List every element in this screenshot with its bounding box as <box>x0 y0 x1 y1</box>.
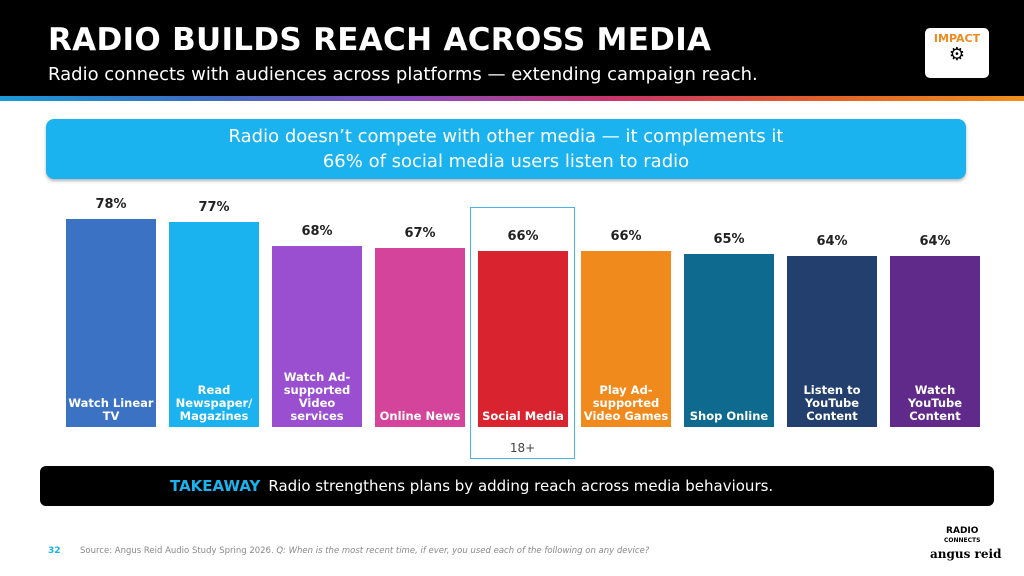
bar-value-label: 64% <box>919 234 951 250</box>
bar-category-label: Shop Online <box>689 408 769 423</box>
bar-category-label: Watch Linear TV <box>68 395 154 423</box>
bar-value-label: 66% <box>507 228 539 244</box>
radio-connects-logo: RADIO CONNECTS <box>944 527 980 545</box>
bar-value-label: 66% <box>610 228 642 244</box>
page-title: RADIO BUILDS REACH ACROSS MEDIA <box>48 22 712 58</box>
callout-line-1: Radio doesn’t compete with other media —… <box>228 126 784 147</box>
bar-category-label: Watch Ad-supported Video services <box>283 369 351 423</box>
bar: Listen to YouTube Content <box>787 256 877 427</box>
highlight-box <box>470 207 575 459</box>
impact-label: IMPACT <box>933 32 981 45</box>
logo-text: RADIO <box>946 526 979 536</box>
takeaway-bar: TAKEAWAY Radio strengthens plans by addin… <box>40 466 994 506</box>
impact-badge: IMPACT ⚙ <box>925 28 989 78</box>
bar-category-label: Read Newspaper/ Magazines <box>175 382 253 423</box>
bar-value-label: 78% <box>95 196 127 212</box>
bar-category-label: Listen to YouTube Content <box>803 382 861 423</box>
angus-reid-logo: angus reid <box>930 547 1002 561</box>
page-subtitle: Radio connects with audiences across pla… <box>48 64 758 85</box>
bar: Online News <box>375 248 465 427</box>
bar: Watch Linear TV <box>66 218 156 427</box>
source-note: Source: Angus Reid Audio Study Spring 20… <box>80 546 649 556</box>
bar: Read Newspaper/ Magazines <box>169 221 259 427</box>
takeaway-label: TAKEAWAY <box>170 477 261 495</box>
callout-box: Radio doesn’t compete with other media —… <box>46 119 966 179</box>
bar: Watch Ad-supported Video services <box>272 245 362 427</box>
gradient-stripe <box>0 96 1024 101</box>
bar-value-label: 65% <box>713 231 745 247</box>
bar: Watch YouTube Content <box>890 256 980 427</box>
bar-category-label: Social Media <box>482 408 564 423</box>
bar-category-label: Play Ad-supported Video Games <box>583 382 669 423</box>
bar: Social Media <box>478 250 568 427</box>
source-question: Q: When is the most recent time, if ever… <box>276 546 650 556</box>
bar-category-label: Watch YouTube Content <box>907 382 963 423</box>
gears-icon: ⚙ <box>948 44 966 65</box>
highlight-note: 18+ <box>509 441 536 455</box>
logo-subtext: CONNECTS <box>944 537 981 544</box>
takeaway-text: Radio strengthens plans by adding reach … <box>268 477 774 495</box>
callout-line-2: 66% of social media users listen to radi… <box>322 151 690 172</box>
bar-category-label: Online News <box>379 408 461 423</box>
header <box>0 0 1024 98</box>
page-number: 32 <box>48 546 61 556</box>
bar-value-label: 64% <box>816 234 848 250</box>
bar-value-label: 77% <box>198 199 230 215</box>
bar-value-label: 68% <box>301 223 333 239</box>
source-text: Source: Angus Reid Audio Study Spring 20… <box>80 546 277 556</box>
bar: Play Ad-supported Video Games <box>581 250 671 427</box>
bar: Shop Online <box>684 253 774 427</box>
bar-value-label: 67% <box>404 226 436 242</box>
